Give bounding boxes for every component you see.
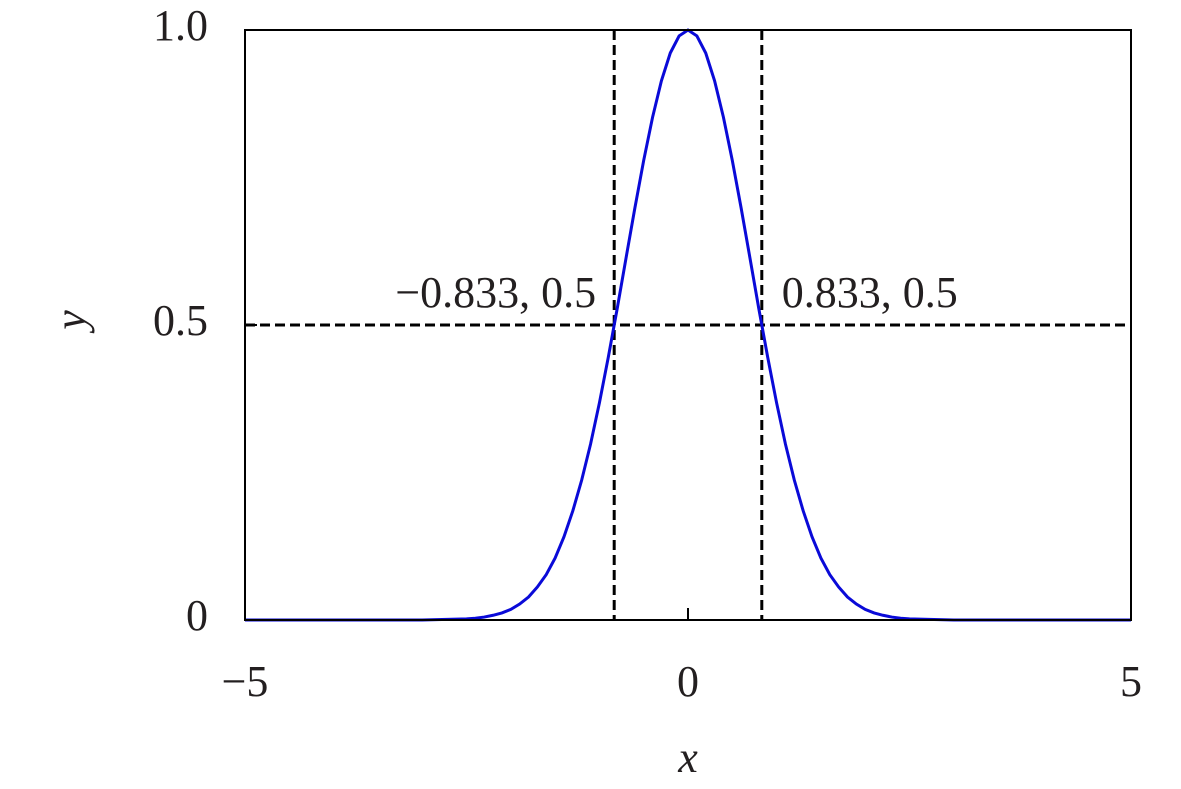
y-tick-label: 1.0 [153, 1, 208, 50]
annotation: −0.833, 0.5 [395, 268, 596, 317]
x-tick-label: −5 [222, 657, 269, 706]
x-tick-label: 0 [677, 657, 699, 706]
y-axis-label: y [46, 310, 95, 334]
x-tick-label: 5 [1120, 657, 1142, 706]
y-tick-label: 0.5 [153, 296, 208, 345]
y-tick-label: 0 [186, 591, 208, 640]
plot-frame [244, 29, 1132, 621]
annotation: 0.833, 0.5 [782, 268, 958, 317]
x-axis-label: x [677, 733, 698, 782]
